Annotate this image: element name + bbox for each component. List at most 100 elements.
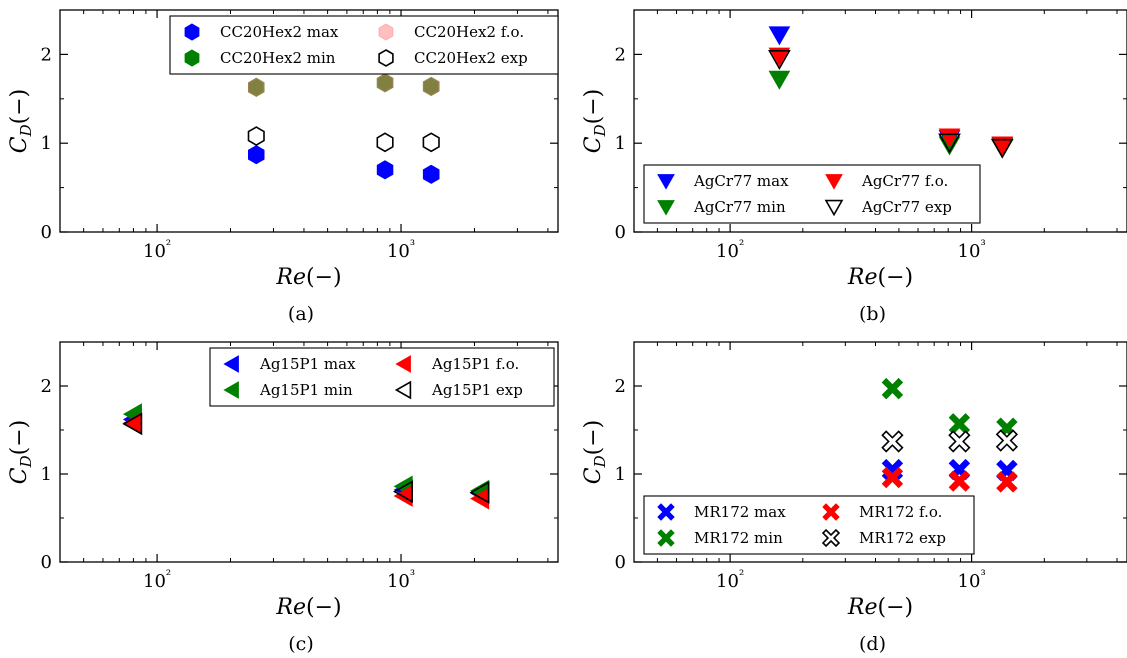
legend-label: Ag15P1 min <box>259 381 353 399</box>
y-tick-label: 1 <box>41 464 52 485</box>
y-tick-label: 0 <box>615 552 626 573</box>
data-point <box>393 480 413 503</box>
legend-label: CC20Hex2 f.o. <box>414 23 524 41</box>
legend-marker <box>378 23 394 41</box>
y-tick-label: 2 <box>41 44 52 65</box>
y-tick-label: 1 <box>41 133 52 154</box>
y-axis-label: CD(−) <box>7 89 35 153</box>
y-axis-label: CD(−) <box>581 420 609 484</box>
data-point <box>469 481 490 504</box>
x-tick-label: 10³ <box>387 568 415 592</box>
y-tick-label: 2 <box>615 376 626 397</box>
legend-label: AgCr77 min <box>693 198 786 216</box>
panel-label: (d) <box>859 633 886 655</box>
legend-label: MR172 f.o. <box>859 503 942 521</box>
x-axis-label: Re(−) <box>275 265 341 290</box>
legend-box <box>209 347 555 407</box>
data-point <box>881 430 904 453</box>
data-point <box>768 50 791 70</box>
plot-frame <box>633 341 1127 563</box>
x-tick-label: 10² <box>716 238 744 262</box>
legend-marker <box>825 174 843 190</box>
x-tick-label: 10³ <box>958 238 986 262</box>
legend-label: Ag15P1 exp <box>431 381 523 399</box>
y-axis-label: CD(−) <box>581 89 609 153</box>
legend-marker <box>657 529 675 547</box>
data-point <box>881 466 904 489</box>
x-tick-label: 10² <box>143 568 171 592</box>
y-tick-label: 2 <box>41 376 52 397</box>
x-tick-label: 10³ <box>958 568 986 592</box>
plot-frame <box>633 9 1127 233</box>
legend-box <box>169 15 559 75</box>
chart-panel-d: 0 1 2 10² 10³ Re(−) CD(−) (d) MR172 max MR172 min… <box>581 341 1127 655</box>
y-tick-label: 1 <box>615 464 626 485</box>
data-point <box>948 470 971 492</box>
legend-label: AgCr77 exp <box>861 198 952 216</box>
x-axis-label: Re(−) <box>847 595 913 620</box>
data-point <box>248 77 265 97</box>
panel-label: (b) <box>859 303 886 325</box>
legend-box <box>643 495 975 555</box>
data-point <box>938 128 961 148</box>
legend: AgCr77 max AgCr77 min AgCr77 f.o. AgCr77 ex… <box>643 164 981 224</box>
legend-marker <box>657 503 675 521</box>
legend-marker <box>395 355 411 373</box>
data-point <box>376 160 394 180</box>
legend-label: Ag15P1 f.o. <box>431 355 519 373</box>
legend-marker <box>223 355 239 373</box>
legend-label: AgCr77 f.o. <box>861 172 948 190</box>
x-tick-label: 10³ <box>387 238 415 262</box>
legend-marker <box>378 49 394 67</box>
data-point <box>948 430 971 453</box>
legend-marker <box>223 381 239 399</box>
data-point <box>881 377 904 400</box>
data-point <box>768 47 791 67</box>
legend-box <box>643 164 981 224</box>
legend-marker <box>184 49 200 67</box>
data-point <box>938 133 961 154</box>
legend: Ag15P1 max Ag15P1 min Ag15P1 f.o. Ag15P1 ex… <box>209 347 555 407</box>
legend-marker <box>821 528 841 548</box>
y-tick-label: 0 <box>615 222 626 243</box>
data-point <box>376 73 394 93</box>
data-point <box>422 132 440 153</box>
x-tick-label: 10² <box>143 238 171 262</box>
legend-label: CC20Hex2 exp <box>414 49 528 67</box>
legend-label: Ag15P1 max <box>259 355 356 373</box>
legend-label: MR172 exp <box>859 529 946 547</box>
legend-marker <box>657 200 675 216</box>
x-tick-label: 10² <box>716 568 744 592</box>
plot-frame <box>59 341 559 563</box>
data-point <box>990 138 1014 159</box>
legend: MR172 max MR172 min MR172 f.o. MR172 exp <box>643 495 975 555</box>
panel-label: (c) <box>288 633 313 655</box>
legend-label: MR172 min <box>694 529 783 547</box>
legend-label: CC20Hex2 max <box>220 23 339 41</box>
panel-label: (a) <box>288 303 314 325</box>
data-point <box>248 145 265 165</box>
data-point <box>422 164 440 184</box>
data-point <box>122 412 143 436</box>
legend-label: CC20Hex2 min <box>220 49 336 67</box>
data-point <box>995 429 1019 452</box>
legend: CC20Hex2 max CC20Hex2 min CC20Hex2 f.o. CC2… <box>169 15 559 75</box>
plot-frame <box>59 9 559 233</box>
y-axis-label: CD(−) <box>7 420 35 484</box>
legend-label: MR172 max <box>694 503 786 521</box>
data-point <box>996 471 1018 493</box>
data-point <box>768 26 791 46</box>
data-point <box>948 413 971 435</box>
y-tick-label: 1 <box>615 133 626 154</box>
legend-marker <box>394 380 412 400</box>
legend-label: AgCr77 max <box>693 172 789 190</box>
data-point <box>247 126 265 147</box>
data-point <box>768 70 791 90</box>
y-tick-label: 0 <box>41 552 52 573</box>
legend-marker <box>822 503 840 521</box>
legend-marker <box>824 199 844 217</box>
